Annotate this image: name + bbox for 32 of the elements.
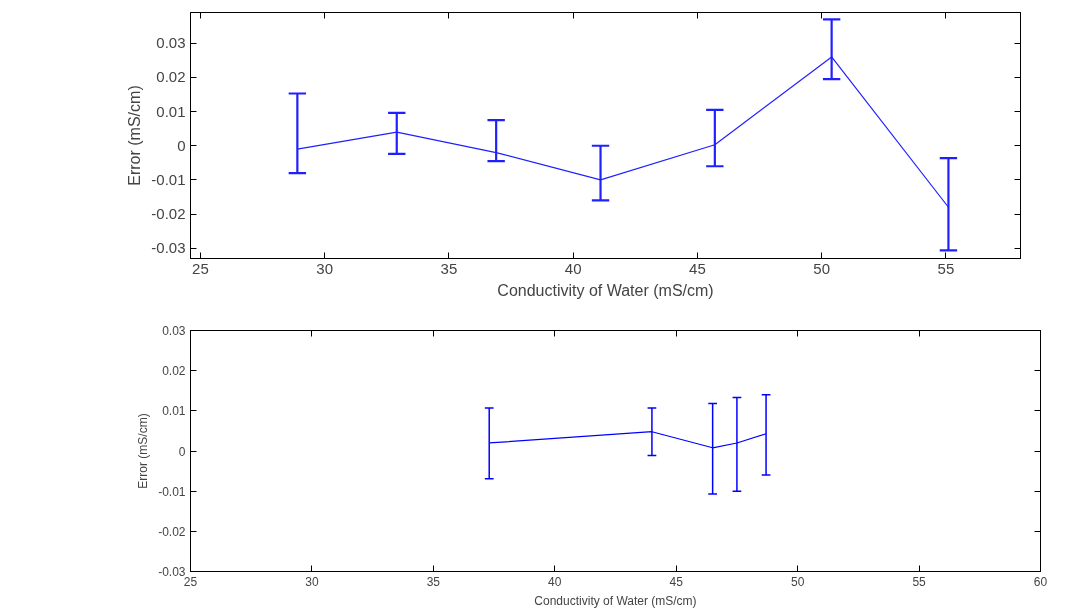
y-tick-label: 0.01 [156,102,186,120]
x-axis-title: Conductivity of Water (mS/cm) [534,593,697,608]
y-tick-label: 0.03 [162,324,186,338]
x-tick-label: 30 [316,259,334,277]
y-tick-label: -0.02 [151,205,186,223]
y-tick-label: 0.02 [156,68,186,86]
x-tick-label: 55 [937,259,955,277]
y-tick-label: -0.01 [158,484,186,499]
x-tick-label: 30 [305,574,319,589]
y-tick-label: 0 [178,444,186,459]
x-tick-label: 40 [548,574,562,589]
x-tick-label: 50 [813,259,831,277]
x-tick-label: 40 [564,259,582,277]
y-tick-label: -0.03 [151,239,186,257]
y-tick-label: 0.03 [156,34,186,52]
x-tick-label: 35 [426,574,441,589]
y-axis-title: Error (mS/cm) [136,413,151,489]
x-tick-label: 50 [790,574,805,589]
y-tick-label: 0.01 [162,404,186,419]
x-tick-label: 45 [689,259,706,277]
x-tick-label: 25 [192,259,209,277]
y-axis-title: Error (mS/cm) [126,85,144,186]
x-tick-label: 35 [440,259,458,277]
x-axis-title: Conductivity of Water (mS/cm) [497,281,714,299]
y-tick-label: 0 [177,136,186,154]
x-tick-label: 55 [912,574,927,589]
y-tick-label: -0.02 [158,524,186,539]
x-tick-label: 60 [1033,574,1048,589]
y-tick-label: 0.02 [162,364,186,379]
y-tick-label: -0.01 [151,170,186,188]
y-tick-label: -0.03 [158,565,186,579]
x-tick-label: 45 [669,574,684,589]
